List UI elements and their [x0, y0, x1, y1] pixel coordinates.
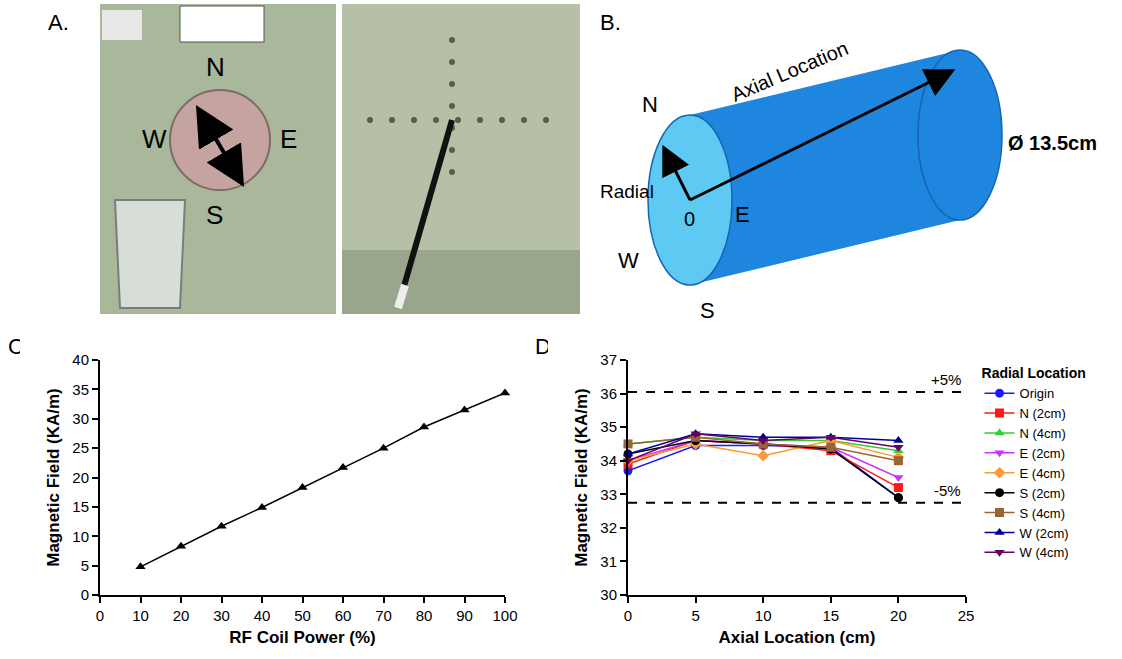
- html-text:D.: D.: [535, 334, 557, 359]
- svg-text:20: 20: [72, 469, 89, 486]
- svg-text:30: 30: [213, 607, 230, 624]
- svg-text:N: N: [206, 52, 225, 82]
- svg-text:E: E: [735, 202, 750, 227]
- svg-text:0: 0: [96, 607, 104, 624]
- svg-text:Magnetic Field (KA/m): Magnetic Field (KA/m): [44, 388, 63, 567]
- svg-text:40: 40: [254, 607, 271, 624]
- svg-text:25: 25: [958, 607, 975, 624]
- svg-text:W: W: [142, 124, 167, 154]
- svg-text:60: 60: [335, 607, 352, 624]
- svg-text:Axial Location (cm): Axial Location (cm): [719, 628, 876, 647]
- svg-text:31: 31: [600, 553, 617, 570]
- svg-text:Radial: Radial: [600, 181, 654, 202]
- svg-text:30: 30: [600, 586, 617, 603]
- svg-text:Radial Location: Radial Location: [982, 365, 1086, 381]
- svg-text:0: 0: [81, 586, 89, 603]
- svg-text:B.: B.: [600, 10, 621, 35]
- svg-text:S (4cm): S (4cm): [1020, 506, 1066, 521]
- svg-text:E (2cm): E (2cm): [1020, 446, 1066, 461]
- svg-text:0: 0: [684, 208, 695, 230]
- svg-text:Origin: Origin: [1020, 386, 1055, 401]
- svg-text:N (2cm): N (2cm): [1020, 406, 1066, 421]
- svg-text:Ø 13.5cm: Ø 13.5cm: [1008, 132, 1097, 154]
- svg-text:S: S: [206, 200, 223, 230]
- svg-text:30: 30: [72, 410, 89, 427]
- html-text:C.: C.: [8, 334, 30, 359]
- svg-text:N: N: [642, 92, 658, 117]
- svg-text:E (4cm): E (4cm): [1020, 466, 1066, 481]
- svg-text:Magnetic Field (KA/m): Magnetic Field (KA/m): [572, 388, 591, 567]
- svg-text:33: 33: [600, 486, 617, 503]
- svg-text:37: 37: [600, 351, 617, 368]
- svg-text:S: S: [700, 298, 715, 323]
- svg-text:-5%: -5%: [934, 482, 961, 499]
- svg-text:10: 10: [755, 607, 772, 624]
- svg-text:70: 70: [375, 607, 392, 624]
- svg-text:36: 36: [600, 385, 617, 402]
- svg-text:32: 32: [600, 519, 617, 536]
- svg-text:A.: A.: [48, 10, 69, 35]
- svg-text:90: 90: [456, 607, 473, 624]
- svg-text:N (4cm): N (4cm): [1020, 426, 1066, 441]
- svg-text:+5%: +5%: [931, 371, 961, 388]
- svg-text:15: 15: [822, 607, 839, 624]
- svg-text:W: W: [618, 248, 639, 273]
- svg-text:5: 5: [691, 607, 699, 624]
- svg-text:15: 15: [72, 498, 89, 515]
- svg-text:E: E: [280, 124, 297, 154]
- svg-text:S (2cm): S (2cm): [1020, 486, 1066, 501]
- svg-text:25: 25: [72, 439, 89, 456]
- svg-text:40: 40: [72, 351, 89, 368]
- svg-text:5: 5: [81, 557, 89, 574]
- svg-text:80: 80: [416, 607, 433, 624]
- svg-text:0: 0: [624, 607, 632, 624]
- svg-text:34: 34: [600, 452, 617, 469]
- svg-text:20: 20: [890, 607, 907, 624]
- svg-text:50: 50: [294, 607, 311, 624]
- svg-text:10: 10: [72, 528, 89, 545]
- svg-text:Axial Location: Axial Location: [728, 37, 851, 106]
- svg-text:35: 35: [72, 381, 89, 398]
- svg-text:35: 35: [600, 418, 617, 435]
- svg-text:100: 100: [492, 607, 517, 624]
- svg-text:10: 10: [132, 607, 149, 624]
- svg-text:W (4cm): W (4cm): [1020, 545, 1069, 560]
- svg-text:W (2cm): W (2cm): [1020, 526, 1069, 541]
- svg-text:RF Coil Power (%): RF Coil Power (%): [229, 628, 375, 647]
- svg-text:20: 20: [173, 607, 190, 624]
